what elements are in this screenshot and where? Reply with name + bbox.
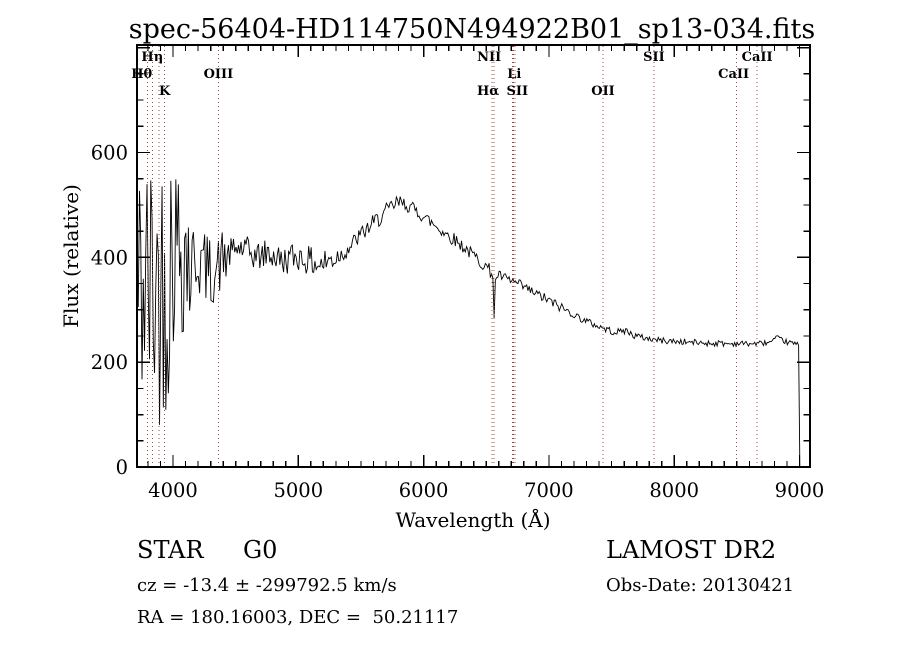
spectral-line-label: OII bbox=[591, 84, 615, 99]
spectral-line-label: SII bbox=[507, 84, 529, 99]
spectral-line-label: K bbox=[159, 84, 171, 99]
survey-release-label: LAMOST DR2 bbox=[606, 536, 776, 564]
flux-axis-label: Flux (relative) bbox=[59, 184, 83, 328]
y-tick-label: 0 bbox=[116, 456, 128, 479]
spectral-line-label: Hα bbox=[477, 84, 499, 99]
object-class-label: STAR bbox=[137, 536, 204, 564]
spectral-line-label: CaII bbox=[718, 67, 749, 82]
x-tick-label: 4000 bbox=[148, 479, 198, 502]
axis-ticks bbox=[137, 45, 810, 468]
cz-value-text: cz = -13.4 ± -299792.5 km/s bbox=[137, 575, 397, 596]
y-tick-label: 600 bbox=[91, 142, 128, 165]
spectral-line-label: CaII bbox=[742, 50, 773, 65]
spectral-line-label: Hθ bbox=[131, 67, 152, 82]
spectrum-trace bbox=[136, 179, 801, 467]
x-tick-label: 7000 bbox=[524, 479, 574, 502]
spectral-line-label: Hη bbox=[141, 50, 163, 65]
spectral-line-label: Li bbox=[507, 67, 521, 82]
spectral-line-label: OIII bbox=[204, 67, 234, 82]
tick-marks bbox=[137, 45, 810, 468]
plot-frame bbox=[136, 44, 811, 468]
spectrum-trace-group bbox=[136, 179, 801, 467]
spectral-line-label: NII bbox=[477, 50, 501, 65]
chart-title: spec-56404-HD114750N494922B01_sp13-034.f… bbox=[129, 14, 815, 45]
axis-tick-labels: 4000 5000 6000 7000 8000 9000 0 200 400 600 bbox=[91, 142, 825, 503]
obs-date-text: Obs-Date: 20130421 bbox=[606, 575, 794, 596]
spectral-line-label: SII bbox=[643, 50, 665, 65]
x-tick-label: 8000 bbox=[649, 479, 699, 502]
x-tick-label: 6000 bbox=[399, 479, 449, 502]
spectral-line-labels: Hθ Hη K OIII NII Hα Li SII OII SII CaII CaII bbox=[131, 50, 772, 99]
spectral-line-markers bbox=[147, 46, 758, 466]
wavelength-axis-label: Wavelength (Å) bbox=[395, 507, 550, 532]
y-tick-label: 400 bbox=[91, 246, 128, 269]
y-tick-label: 200 bbox=[91, 351, 128, 374]
x-tick-label: 5000 bbox=[273, 479, 323, 502]
object-subclass-label: G0 bbox=[243, 536, 277, 564]
ra-dec-text: RA = 180.16003, DEC = 50.21117 bbox=[137, 607, 458, 628]
x-tick-label: 9000 bbox=[775, 479, 825, 502]
